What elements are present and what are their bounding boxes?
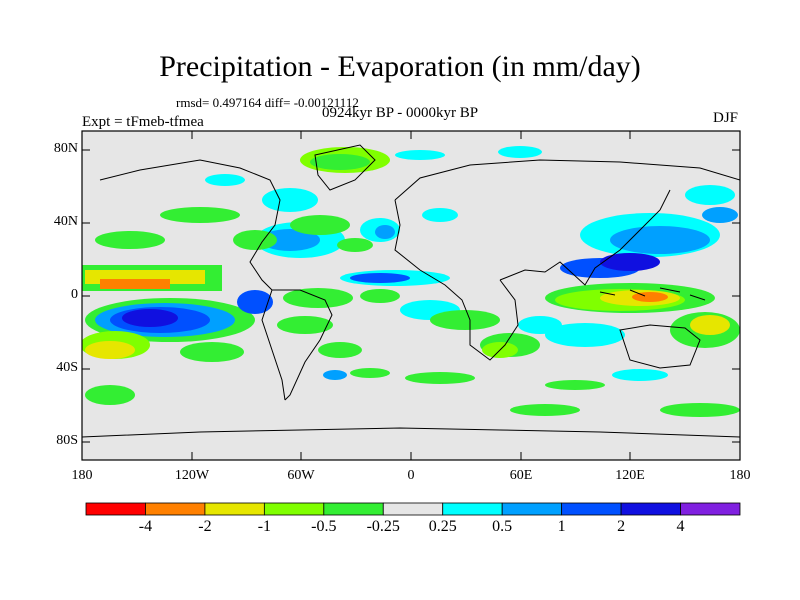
y-tick-label: 40N xyxy=(53,214,78,229)
x-tick-label: 180 xyxy=(729,468,751,483)
colorbar-label: -0.25 xyxy=(366,518,400,535)
colorbar-swatch xyxy=(382,502,444,516)
colorbar-label: 0.5 xyxy=(492,518,513,535)
colorbar-swatch xyxy=(442,502,503,516)
x-tick-label: 0 xyxy=(407,468,415,483)
axis-ticks xyxy=(81,131,741,460)
y-tick-label: 80N xyxy=(53,141,78,156)
colorbar-swatch xyxy=(263,502,325,516)
experiment-label: Expt = tFmeb-tfmea xyxy=(82,114,204,130)
map-area xyxy=(82,131,740,460)
colorbar-swatch xyxy=(501,502,563,516)
x-tick-label: 120W xyxy=(174,468,210,483)
colorbar-label: -0.5 xyxy=(311,518,337,535)
colorbar xyxy=(85,502,741,516)
colorbar-swatch xyxy=(145,502,206,516)
colorbar-label: 4 xyxy=(676,518,685,535)
field-patches xyxy=(82,146,740,417)
stats-text: rmsd= 0.497164 diff= -0.00121112 xyxy=(176,95,359,110)
x-tick-label: 180 xyxy=(71,468,93,483)
x-tick-label: 60W xyxy=(287,468,315,483)
colorbar-label: -1 xyxy=(257,518,272,535)
page-title: Precipitation - Evaporation (in mm/day) xyxy=(159,50,641,83)
x-tick-label: 60E xyxy=(509,468,533,483)
y-tick-label: 80S xyxy=(56,433,78,448)
x-tick-label: 120E xyxy=(615,468,645,483)
coastlines xyxy=(82,144,740,438)
period-text: 0924kyr BP - 0000kyr BP xyxy=(322,105,479,121)
season-label: DJF xyxy=(712,110,738,126)
colorbar-swatch xyxy=(323,502,384,516)
colorbar-label: 2 xyxy=(617,518,626,535)
colorbar-label: 1 xyxy=(557,518,566,535)
colorbar-label: 0.25 xyxy=(428,518,457,535)
colorbar-swatch xyxy=(85,502,146,516)
colorbar-label: -4 xyxy=(138,518,153,535)
colorbar-swatch xyxy=(680,502,741,516)
y-tick-label: 40S xyxy=(56,360,78,375)
y-tick-label: 0 xyxy=(71,287,78,302)
colorbar-swatch xyxy=(620,502,681,516)
colorbar-swatch xyxy=(204,502,265,516)
colorbar-swatch xyxy=(561,502,622,516)
colorbar-label: -2 xyxy=(198,518,212,535)
